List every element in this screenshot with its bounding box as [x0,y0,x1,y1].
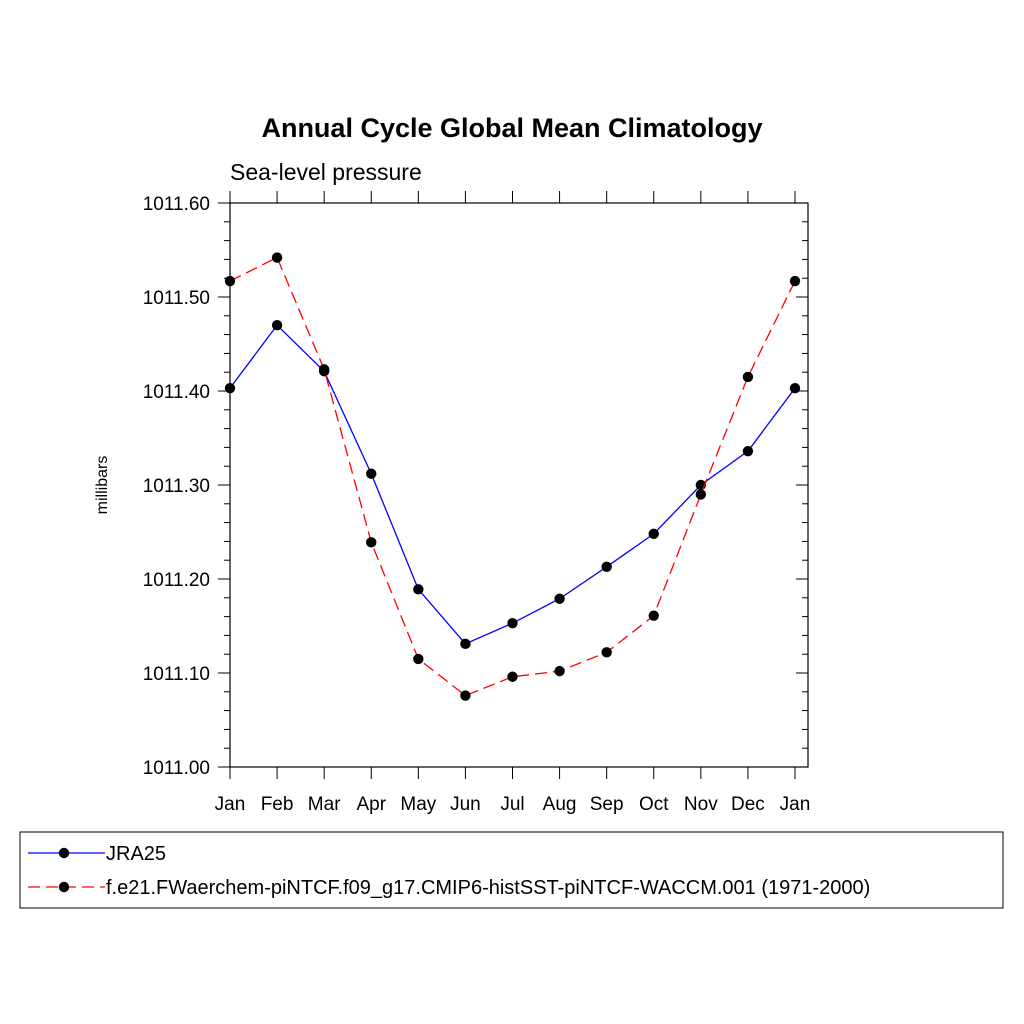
series-0-point [271,320,283,331]
x-tick-label: Dec [731,794,765,815]
y-axis-label: millibars [94,456,111,515]
legend-marker-1 [58,881,70,893]
series-0-point [460,638,471,650]
series-0-point [742,445,754,457]
x-tick-label: Jul [500,794,524,815]
x-tick-label: Oct [639,794,669,815]
plot-frame [229,202,809,768]
x-tick-label: May [400,794,436,815]
y-tick-label: 1011.40 [143,382,210,403]
legend-marker-0 [58,847,70,859]
y-tick-label: 1011.20 [143,570,210,591]
x-tick-label: Sep [590,794,624,815]
legend-label-1: f.e21.FWaerchem-piNTCF.f09_g17.CMIP6-his… [106,877,870,899]
legend-box [19,831,1004,909]
x-tick-label: Jan [215,794,246,815]
y-tick-label: 1011.10 [143,664,210,685]
series-1-point [366,537,377,548]
series-1-point [601,647,612,658]
series-1-point [648,610,659,621]
series-1-point [460,690,471,701]
series-0-point [648,528,659,540]
plot-area: 1011.00 1011.10 1011.20 1011.30 1011.40 1011.… [143,191,811,815]
series-line-0 [229,324,796,645]
series-0-point [507,617,518,629]
y-tick-label: 1011.00 [143,758,210,779]
series-1-point [554,665,565,677]
x-tick-label: Aug [543,794,577,815]
series-0-point [224,382,236,394]
series-1-point [789,275,801,287]
x-tick-label: Nov [684,794,718,815]
legend: JRA25 f.e21.FWaerchem-piNTCF.f09_g17.CMIP… [19,831,1004,909]
series-1-point [695,489,707,500]
x-tick-label: Jun [450,794,481,815]
series-0-point [413,584,424,595]
chart-subtitle: Sea-level pressure [230,159,422,185]
series-0-point [789,382,801,394]
series-0-point [366,468,377,479]
series-0-point [554,593,565,604]
x-tick-label: Feb [261,794,294,815]
x-tick-label: Jan [780,794,811,815]
x-tick-label: Mar [308,794,341,815]
series-line-1 [229,256,796,697]
legend-label-0: JRA25 [106,843,166,865]
series-1-point [742,371,754,383]
y-tick-label: 1011.30 [143,476,210,497]
chart-title: Annual Cycle Global Mean Climatology [261,113,762,143]
x-tick-label: Apr [356,794,386,815]
y-tick-label: 1011.50 [143,288,210,309]
y-tick-label: 1011.60 [143,194,210,215]
series-1-point [413,653,424,665]
series-0-point [601,561,612,572]
series-1-point [507,671,518,682]
series-1-point [224,275,236,287]
series-1-point [271,252,283,263]
series-1-point [318,364,330,375]
